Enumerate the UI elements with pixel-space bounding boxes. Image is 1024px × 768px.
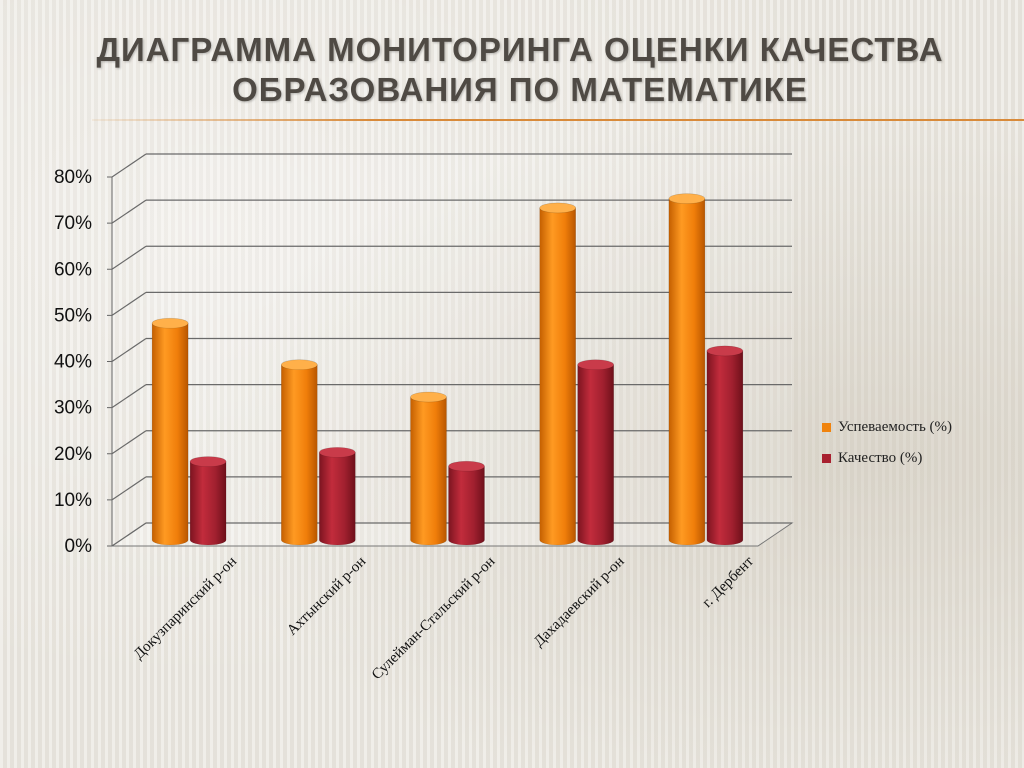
slide-title: Диаграмма мониторинга оценки качества об…	[96, 31, 944, 108]
bar-quality-2	[448, 460, 485, 546]
legend-item-quality: Качество (%)	[822, 443, 952, 474]
y-tick-label: 20%	[54, 444, 92, 465]
y-tick-label: 0%	[65, 536, 93, 557]
gridline-depth	[111, 522, 147, 547]
bar-quality-1	[318, 447, 356, 546]
bar-success-1	[280, 359, 318, 546]
bar-quality-4	[706, 345, 744, 546]
y-tick-label: 80%	[54, 167, 92, 188]
y-tick-label: 10%	[54, 490, 92, 511]
gridline-depth	[111, 245, 147, 270]
y-tick-label: 70%	[54, 213, 92, 234]
x-category-label: Ахтынский р-он	[284, 554, 369, 639]
bar-quality-0	[189, 456, 227, 546]
y-tick-label: 40%	[54, 352, 92, 373]
legend-swatch-orange	[822, 423, 831, 432]
legend-swatch-red	[822, 454, 831, 463]
legend-label-quality: Качество (%)	[838, 450, 923, 466]
gridline-depth	[111, 384, 147, 409]
gridline-depth	[111, 338, 147, 362]
bar-success-3	[539, 202, 577, 546]
gridline-depth	[111, 153, 147, 178]
bar-success-2	[410, 391, 447, 546]
gridline-depth	[111, 430, 147, 455]
y-tick-label: 30%	[54, 398, 92, 419]
gridline-depth	[111, 291, 147, 316]
x-category-label: Докузпаринский р-он	[131, 554, 240, 663]
title-underline	[92, 119, 1024, 121]
legend-item-success: Успеваемость (%)	[822, 412, 952, 443]
bar-success-4	[668, 193, 706, 546]
x-category-label: Дахадаевский р-он	[531, 554, 628, 651]
y-tick-label: 50%	[54, 305, 92, 326]
x-category-label: Сулейман-Стальский р-он	[369, 554, 499, 684]
bar-success-0	[151, 317, 189, 546]
x-category-label: г. Дербент	[699, 553, 757, 611]
legend-label-success: Успеваемость (%)	[838, 419, 953, 435]
y-tick-label: 60%	[54, 259, 92, 280]
gridline-depth	[111, 199, 147, 224]
chart-legend: Успеваемость (%) Качество (%)	[822, 412, 952, 474]
bar-quality-3	[577, 359, 615, 546]
gridline-depth	[111, 476, 147, 501]
